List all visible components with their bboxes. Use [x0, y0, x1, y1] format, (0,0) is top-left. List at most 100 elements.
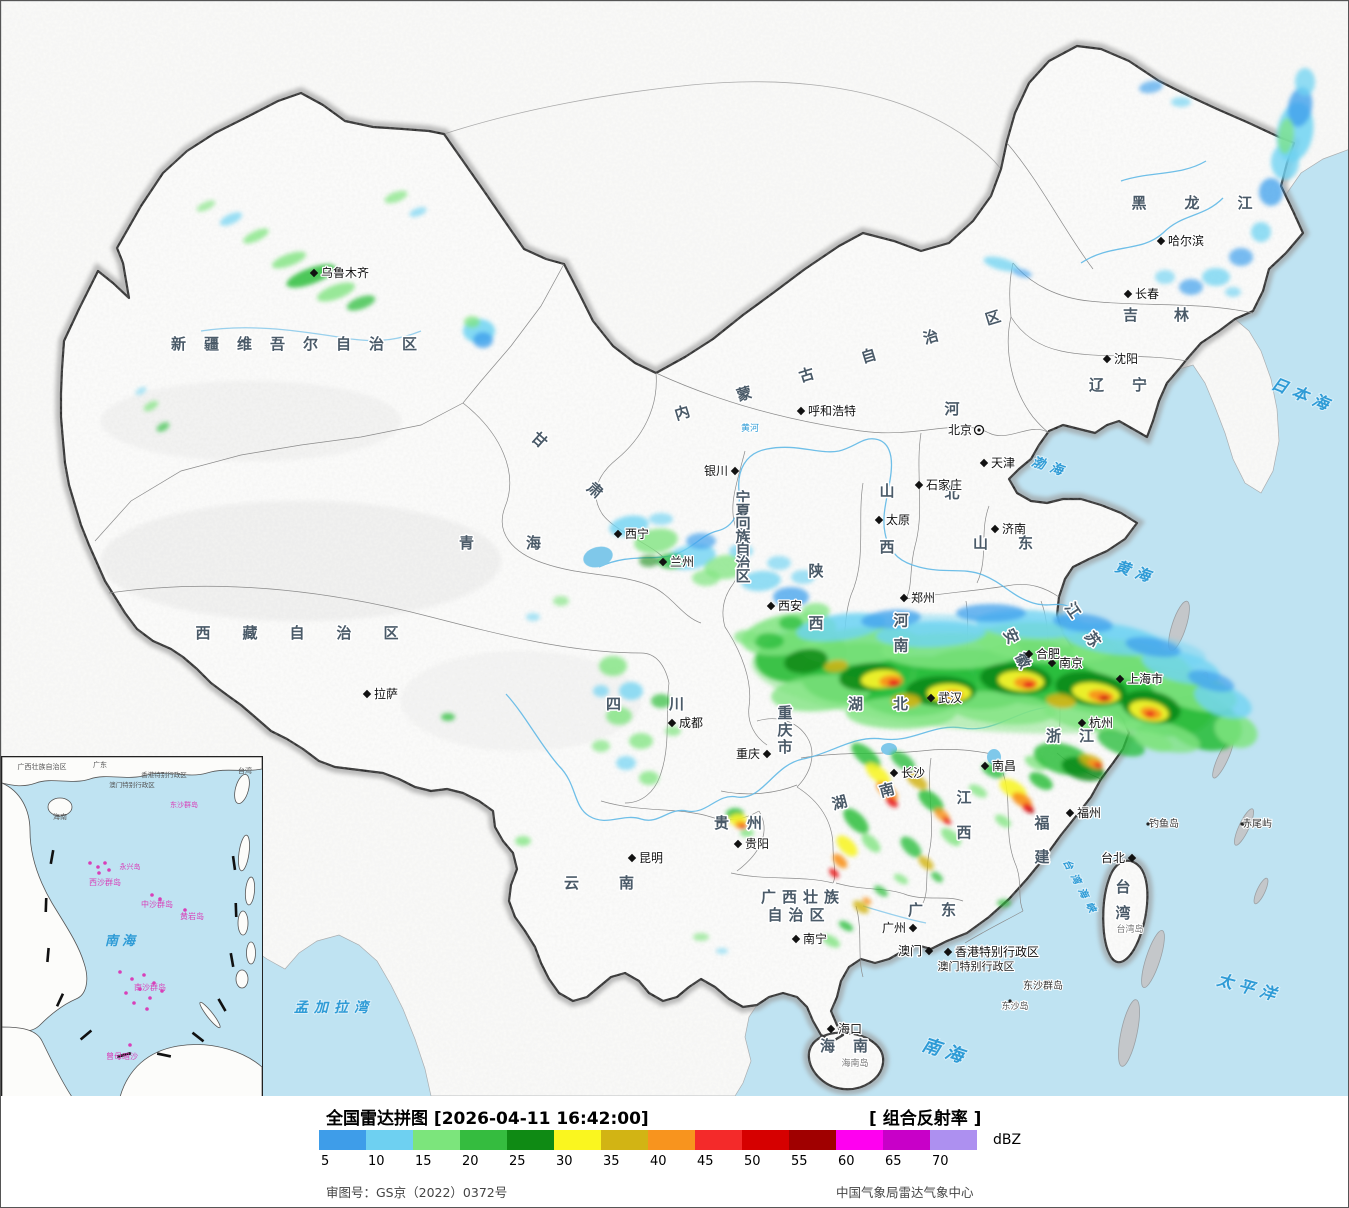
radar-echo-cell [143, 400, 159, 412]
radar-echo-cell [1202, 268, 1230, 286]
city-diamond-icon [1156, 236, 1166, 246]
radar-echo-cell [995, 814, 1011, 828]
city-diamond-icon [1102, 354, 1112, 364]
radar-echo-cell [893, 873, 909, 885]
city-label: 福州 [1077, 805, 1101, 820]
legend-colorbar [319, 1130, 977, 1150]
radar-echo-cell [886, 796, 898, 808]
province-label: 西藏自治区 [195, 624, 430, 642]
radar-echo-cell [639, 771, 659, 785]
city-label: 香港特别行政区 [955, 944, 1039, 959]
city-label: 杭州 [1089, 715, 1113, 730]
inset-label: 西沙群岛 [89, 877, 121, 887]
city-diamond-icon [943, 947, 953, 957]
radar-echo-cell [619, 682, 643, 700]
radar-echo-cell [767, 556, 791, 570]
inset-island-dot [150, 893, 154, 897]
inset-island-dot [148, 996, 152, 1000]
city-marker: 郑州 [899, 589, 936, 606]
city-diamond-icon [979, 458, 989, 468]
radar-echo-cell [1028, 808, 1034, 814]
city-diamond-icon [362, 689, 372, 699]
radar-echo-cell [874, 885, 888, 897]
radar-echo-cell [639, 555, 659, 567]
city-marker: 呼和浩特 [796, 402, 857, 419]
province-label: 湾 [1115, 904, 1130, 922]
island-dot [1146, 822, 1150, 826]
radar-echo-cell [1179, 279, 1203, 295]
inset-label: 广西壮族自治区 [18, 762, 67, 771]
city-label: 台北 [1101, 850, 1125, 865]
city-diamond-icon [791, 934, 801, 944]
radar-echo-cell [692, 570, 720, 586]
city-label: 太原 [886, 512, 910, 527]
inset-label: 南沙群岛 [134, 982, 166, 992]
city-diamond-icon [667, 718, 677, 728]
city-label: 合肥 [1036, 646, 1060, 661]
radar-echo-cell [1094, 762, 1102, 768]
radar-echo-cell [346, 295, 376, 311]
legend-swatch [460, 1130, 507, 1150]
province-label: 辽宁 [1089, 376, 1175, 394]
radar-echo-cell [943, 690, 963, 700]
radar-echo-cell [876, 781, 898, 801]
inset-island-dot [97, 871, 101, 875]
terrain-shading [101, 381, 641, 751]
city-label: 长沙 [901, 766, 925, 780]
province-label: 陕 [808, 562, 823, 580]
city-marker: 南宁 [791, 930, 828, 947]
city-marker: 贵阳 [733, 836, 770, 852]
inset-label: 曾母暗沙 [106, 1051, 138, 1061]
radar-echo-cell [740, 825, 746, 829]
city-diamond-icon [766, 601, 776, 611]
province-label: 夏 [734, 502, 751, 520]
city-label: 兰州 [670, 555, 694, 569]
inset-label: 台湾 [238, 766, 252, 775]
island-label: 赤尾屿 [1242, 818, 1272, 830]
city-marker: 天津 [979, 455, 1016, 471]
province-label: 市 [777, 738, 792, 756]
legend-swatch [319, 1130, 366, 1150]
city-label: 武汉 [938, 691, 962, 705]
credit-note: 中国气象局雷达气象中心 [836, 1185, 974, 1200]
poyang-lake [987, 749, 1001, 765]
radar-echo-cell [821, 934, 841, 948]
province-label: 治 [735, 554, 750, 572]
city-diamond-icon [733, 839, 743, 849]
island-label: 海南岛 [841, 1057, 868, 1069]
city-label: 郑州 [911, 590, 935, 605]
radar-echo-cell [616, 756, 636, 770]
city-label: 沈阳 [1114, 351, 1138, 366]
inset-island-dot [142, 973, 146, 977]
radar-echo-cell [441, 713, 455, 721]
radar-echo-cell [888, 679, 900, 687]
yellow-river [598, 438, 1080, 616]
inset-label: 永兴岛 [120, 862, 141, 871]
radar-echo-cell [1133, 730, 1173, 752]
city-diamond-icon [1024, 649, 1034, 659]
radar-echo-cell [900, 836, 922, 858]
province-label: 黑龙江 [1131, 194, 1290, 212]
nine-dash-segment [229, 952, 235, 968]
city-diamond-icon [889, 768, 899, 778]
city-marker: 兰州 [658, 554, 695, 570]
radar-echo-cell [686, 533, 716, 549]
radar-echo-cell [829, 868, 839, 878]
radar-echo-cell [1271, 144, 1299, 180]
inset-land [2, 757, 262, 1097]
radar-echo-cell [802, 603, 830, 619]
radar-echo-cell [779, 616, 803, 630]
city-marker: 合肥 [1024, 645, 1061, 662]
radar-echo-cell [861, 833, 881, 853]
city-diamond-icon [730, 466, 740, 476]
province-label: 河 [893, 612, 908, 630]
city-diamond-icon [1123, 289, 1133, 299]
nine-dash-segment [156, 1052, 172, 1058]
radar-echo-cell [286, 264, 336, 288]
inset-label: 海南 [53, 812, 67, 821]
city-diamond-icon [990, 524, 1000, 534]
city-marker: 成都 [667, 715, 704, 731]
inset-island-dot [152, 981, 156, 985]
legend-value: 30 [556, 1154, 573, 1169]
city-marker: 昆明 [627, 850, 664, 866]
